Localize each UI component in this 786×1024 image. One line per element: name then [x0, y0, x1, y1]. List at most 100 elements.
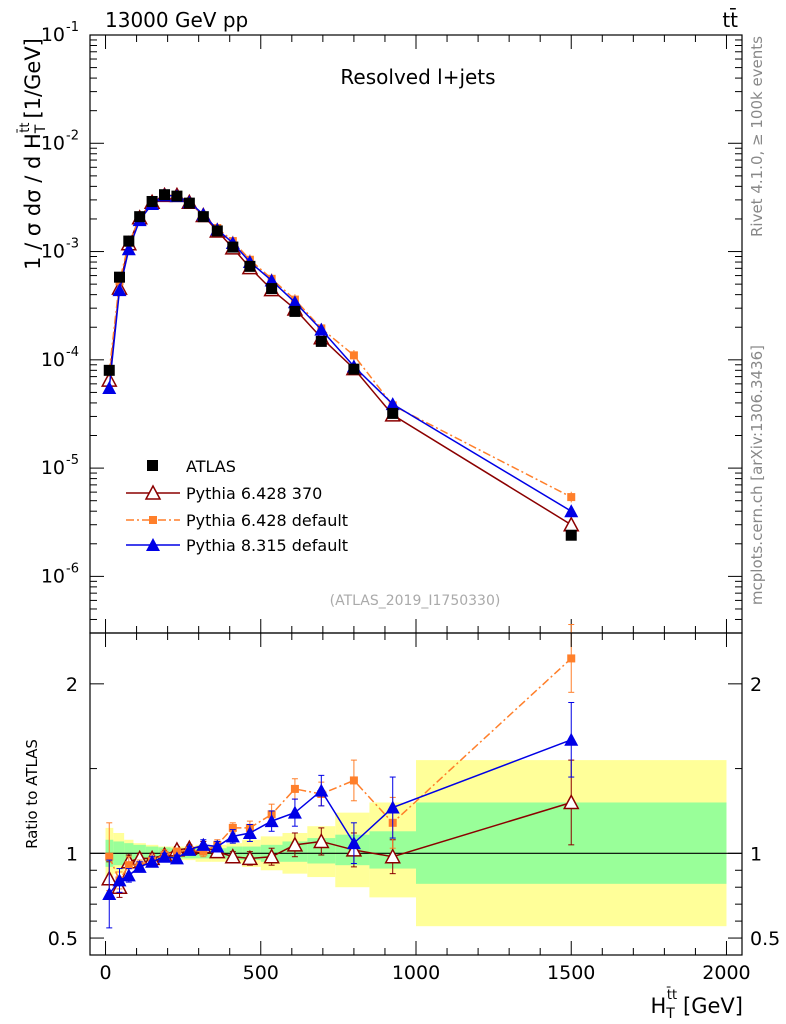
ratio-point-py6_370 — [224, 848, 242, 864]
ratio-point-py8 — [112, 873, 127, 887]
main-plot-area — [100, 186, 580, 541]
legend-atlas-marker — [147, 460, 158, 471]
legend-atlas-label: ATLAS — [186, 457, 236, 476]
main-y-axis-unit: [1/GeV] — [21, 38, 45, 118]
main-point-atlas — [266, 283, 278, 295]
ratio-point-py8 — [564, 732, 579, 746]
main-y-axis-label-sub: T — [33, 124, 49, 134]
main-y-tick-label: 10 — [41, 132, 65, 154]
ratio-point-py8 — [225, 829, 240, 843]
ratio-y-tick-label: 1 — [66, 843, 78, 865]
ratio-point-py8 — [121, 868, 136, 882]
main-point-atlas — [211, 225, 223, 237]
ratio-x-axis-label: H — [650, 994, 666, 1018]
ratio-point-py6_370 — [263, 848, 280, 864]
legend-py8-label: Pythia 8.315 default — [186, 536, 348, 555]
ratio-point-py6_370 — [286, 836, 304, 852]
ratio-panel: 0.5 0.5 1 1 2 2 0 500 1000 1500 2000 Ratio to ATL… — [23, 624, 780, 1022]
ratio-point-py6_370 — [241, 849, 259, 866]
main-y-axis-label: 1 / σ dσ / d H — [21, 133, 45, 270]
legend-py6-370-marker — [144, 484, 162, 500]
legend-py6-370-label: Pythia 6.428 370 — [186, 484, 322, 503]
main-point-atlas — [348, 363, 360, 375]
main-point-atlas — [183, 197, 195, 209]
ratio-y-axis-title: Ratio to ATLAS — [23, 739, 41, 849]
legend: ATLAS Pythia 6.428 370 Pythia 6.428 defa… — [126, 457, 348, 555]
main-point-py8 — [385, 397, 400, 411]
main-point-py8 — [564, 504, 579, 518]
ratio-point-py6_default — [567, 654, 576, 663]
main-y-tick-exponent: -3 — [66, 237, 79, 252]
main-point-atlas — [123, 235, 135, 247]
legend-py8-marker — [146, 538, 160, 551]
ratio-point-py8 — [182, 842, 197, 856]
energy-label: 13000 GeV pp — [105, 8, 248, 32]
main-point-atlas — [103, 364, 115, 376]
main-y-axis: 10-610-510-410-310-210-1 — [41, 20, 742, 634]
ratio-x-axis-title: HTt̄t [GeV] — [650, 988, 743, 1022]
main-point-atlas — [134, 211, 146, 223]
main-point-atlas — [197, 211, 209, 223]
ratio-x-axis: 0 500 1000 1500 2000 — [99, 633, 751, 984]
main-y-tick-exponent: -2 — [66, 128, 79, 143]
main-panel: Resolved l+jets (ATLAS_2019_I1750330) 10… — [18, 20, 743, 634]
ratio-point-py8 — [169, 851, 184, 865]
main-y-tick-exponent: -4 — [66, 345, 79, 360]
main-point-atlas — [113, 271, 125, 283]
ratio-x-tick-label: 500 — [243, 962, 279, 984]
ratio-x-tick-label: 1500 — [547, 962, 595, 984]
main-point-py6_default — [567, 493, 576, 502]
main-point-atlas — [315, 335, 327, 347]
main-y-tick-label: 10 — [41, 565, 65, 587]
ratio-point-py6_default — [105, 852, 114, 861]
ratio-point-py6_default — [199, 847, 208, 856]
main-point-atlas — [171, 190, 183, 202]
main-series-atlas — [103, 189, 577, 541]
legend-py6-default-label: Pythia 6.428 default — [186, 511, 348, 530]
ratio-x-tick-label: 0 — [99, 962, 111, 984]
main-y-tick-label: 10 — [41, 24, 65, 46]
main-y-tick-exponent: -1 — [66, 20, 79, 35]
main-point-atlas — [565, 529, 577, 541]
main-point-py6_default — [349, 351, 358, 360]
ratio-point-py8 — [132, 859, 147, 873]
main-point-atlas — [289, 305, 301, 317]
main-point-py8 — [102, 380, 117, 394]
legend-py6-default-marker — [149, 516, 157, 524]
main-y-axis-label-sup: t̄t — [18, 122, 33, 133]
ratio-point-py8 — [157, 849, 172, 863]
ratio-x-tick-label: 1000 — [392, 962, 440, 984]
main-point-py8 — [112, 283, 127, 297]
main-y-tick-label: 10 — [41, 457, 65, 479]
main-y-tick-exponent: -6 — [66, 561, 79, 576]
ratio-point-py6_370 — [384, 848, 401, 864]
ratio-x-axis-unit: [GeV] — [683, 994, 743, 1018]
main-point-atlas — [146, 195, 158, 207]
main-point-atlas — [244, 260, 256, 272]
ratio-point-py8 — [346, 836, 361, 850]
ratio-y-tick-label: 0.5 — [48, 928, 78, 950]
rivet-version-label: Rivet 4.1.0, ≥ 100k events — [748, 36, 766, 237]
main-y-tick-exponent: -5 — [66, 453, 79, 468]
ratio-point-py6_370 — [562, 793, 580, 810]
ratio-x-tick-label: 2000 — [702, 962, 750, 984]
ratio-plot-area — [90, 624, 742, 929]
main-point-atlas — [159, 189, 171, 201]
ratio-point-py8 — [264, 814, 279, 828]
main-point-py8 — [314, 322, 329, 336]
main-y-tick-label: 10 — [41, 349, 65, 371]
ratio-point-py6_370 — [313, 832, 330, 849]
ratio-point-py6_default — [290, 784, 299, 793]
analysis-tag: (ATLAS_2019_I1750330) — [330, 593, 501, 609]
ratio-y-tick-label: 2 — [66, 674, 78, 696]
ratio-x-axis-label-sup: t̄t — [666, 988, 677, 1003]
main-y-axis-title: 1 / σ dσ / d HTt̄t [1/GeV] — [18, 38, 49, 270]
ratio-point-py6_default — [349, 776, 358, 785]
ratio-y-tick-label-right: 1 — [750, 843, 762, 865]
main-y-tick-label: 10 — [41, 241, 65, 263]
ratio-point-py8 — [196, 837, 211, 851]
ratio-series-py8 — [102, 701, 579, 929]
main-title: Resolved l+jets — [340, 65, 495, 89]
ratio-point-py8 — [210, 839, 225, 853]
